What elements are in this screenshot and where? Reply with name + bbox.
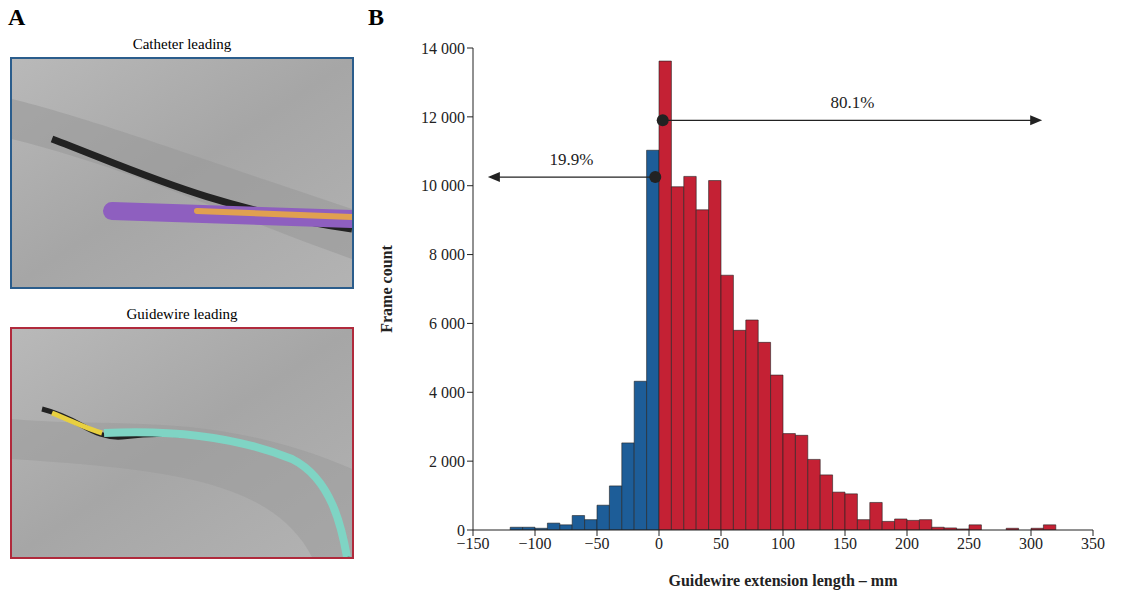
svg-text:200: 200	[895, 535, 919, 552]
svg-text:0: 0	[655, 535, 663, 552]
html-text:B: B	[368, 4, 384, 30]
svg-text:50: 50	[713, 535, 729, 552]
svg-text:Frame count: Frame count	[378, 245, 395, 333]
svg-text:14 000: 14 000	[421, 40, 465, 57]
svg-text:−50: −50	[584, 535, 609, 552]
svg-text:12 000: 12 000	[421, 109, 465, 126]
svg-text:4 000: 4 000	[429, 384, 465, 401]
svg-text:300: 300	[1019, 535, 1043, 552]
svg-text:0: 0	[457, 522, 465, 539]
svg-text:8 000: 8 000	[429, 246, 465, 263]
svg-text:100: 100	[771, 535, 795, 552]
svg-text:2 000: 2 000	[429, 453, 465, 470]
svg-text:−150: −150	[456, 535, 490, 553]
svg-text:19.9%: 19.9%	[550, 150, 594, 169]
svg-text:150: 150	[833, 535, 857, 552]
svg-text:350: 350	[1081, 535, 1105, 552]
svg-text:Guidewire extension length – m: Guidewire extension length – mm	[668, 572, 898, 590]
html-text:A: A	[8, 4, 26, 30]
svg-text:10 000: 10 000	[421, 177, 465, 194]
svg-text:250: 250	[957, 535, 981, 552]
svg-text:−100: −100	[518, 535, 551, 552]
html-text:Catheter leading: Catheter leading	[132, 36, 232, 52]
svg-text:80.1%: 80.1%	[830, 93, 874, 112]
svg-text:6 000: 6 000	[429, 315, 465, 332]
html-text:Guidewire leading: Guidewire leading	[126, 306, 238, 322]
